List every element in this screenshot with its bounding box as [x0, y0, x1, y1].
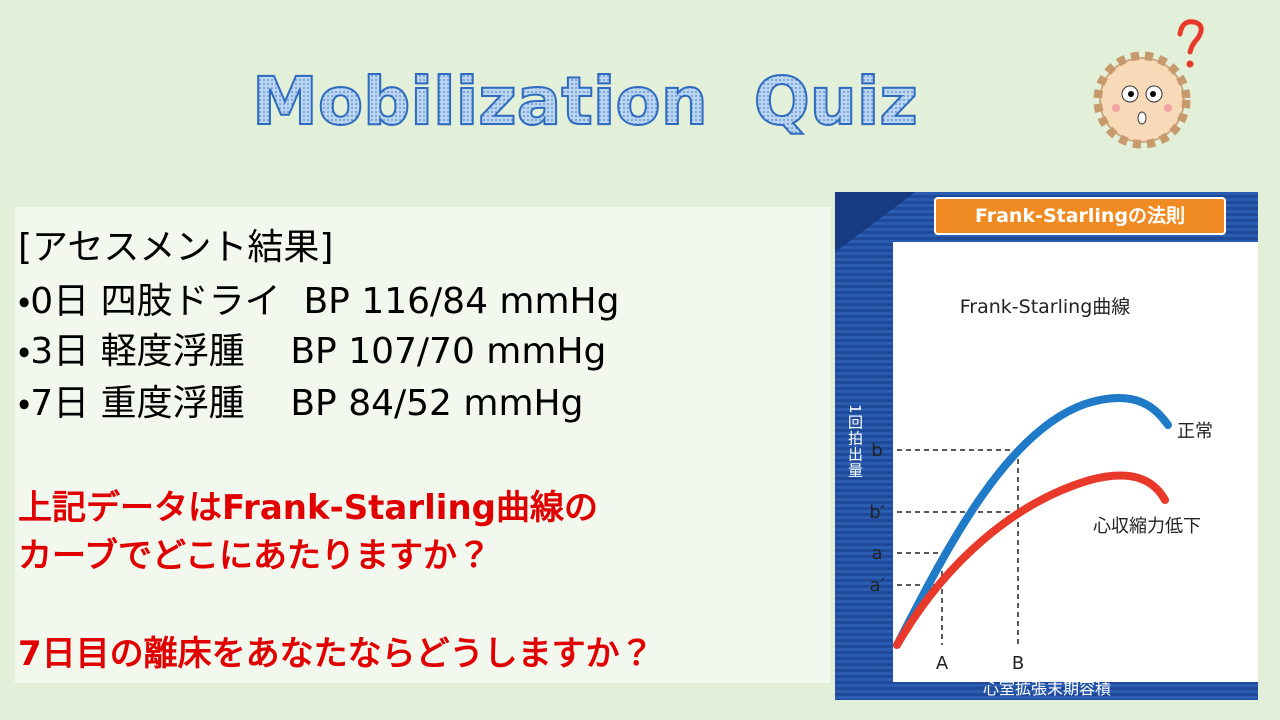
mascot [1093, 19, 1204, 149]
assessment-item: ・7日 重度浮腫 BP 84/52 mmHg [18, 383, 584, 424]
question: カーブでどこにあたりますか？ [18, 536, 491, 576]
y-tick-label: a′ [869, 575, 884, 596]
question: 7日目の離床をあなたならどうしますか？ [18, 634, 654, 674]
frank-starling-figure: Frank-Starlingの法則 Frank-Starling曲線 b b′ … [835, 192, 1258, 700]
question: 上記データはFrank-Starling曲線の [18, 488, 598, 528]
x-tick-label: B [1012, 653, 1024, 674]
assessment-item: ・3日 軽度浮腫 BP 107/70 mmHg [18, 331, 607, 372]
y-tick-label: b′ [869, 502, 885, 523]
y-tick-label: b [871, 440, 882, 461]
assessment-item: ・0日 四肢ドライ BP 116/84 mmHg [18, 281, 620, 322]
curve-name: 正常 [1177, 421, 1213, 442]
title-box: Mobilization Quiz [251, 62, 919, 141]
x-tick-label: A [936, 653, 949, 674]
slide-title: Mobilization Quiz [252, 63, 918, 140]
assessment-heading: [アセスメント結果] [18, 227, 334, 268]
figure-title: Frank-Starlingの法則 [975, 204, 1185, 227]
y-tick-label: a [871, 543, 882, 564]
curve-label: Frank-Starling曲線 [960, 296, 1131, 318]
x-axis-label: 心室拡張末期容積 [983, 679, 1111, 698]
curve-name: 心収縮力低下 [1093, 516, 1201, 537]
assessment-box [15, 207, 830, 683]
y-axis-label: 1回拍出量 [846, 404, 864, 479]
